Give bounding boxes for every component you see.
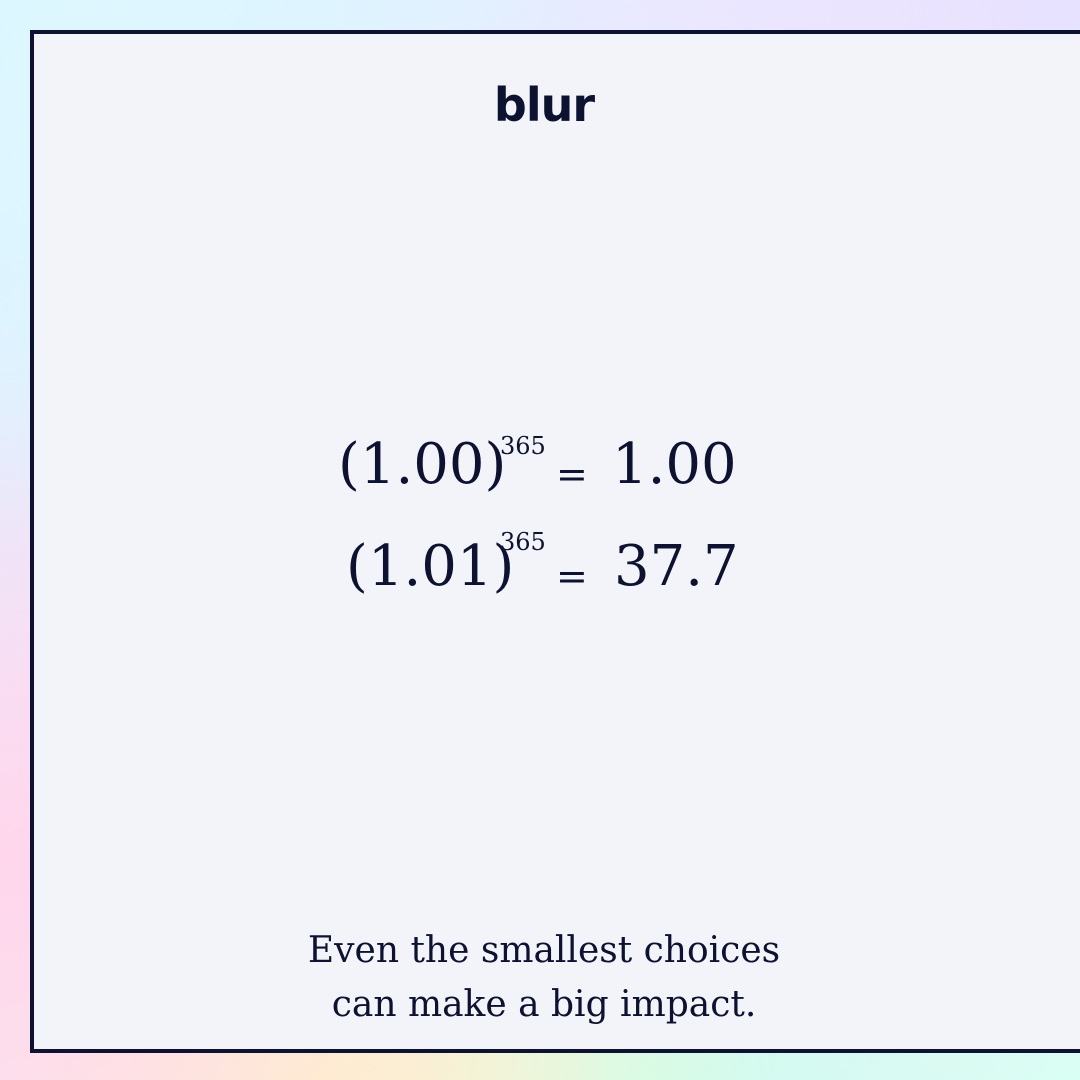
equation-2-exponent: 365 xyxy=(500,528,546,556)
tagline-line-1: Even the smallest choices xyxy=(307,930,781,971)
equation-1-base: (1.00) xyxy=(338,432,507,497)
tagline-line-2: can make a big impact. xyxy=(331,984,757,1025)
brand-logo: blur xyxy=(493,78,595,132)
tagline: Even the smallest choices can make a big… xyxy=(34,924,1054,1032)
equation-2-base: (1.01) xyxy=(346,534,515,599)
equation-1-equals: = xyxy=(556,452,588,496)
equation-2-result: 37.7 xyxy=(614,534,739,599)
equation-1-exponent: 365 xyxy=(500,432,546,460)
equation-2-equals: = xyxy=(556,554,588,598)
equation-1-result: 1.00 xyxy=(612,432,737,497)
content-frame: blur (1.00) 365 = 1.00 (1.01) 365 = 37.7… xyxy=(30,30,1080,1053)
